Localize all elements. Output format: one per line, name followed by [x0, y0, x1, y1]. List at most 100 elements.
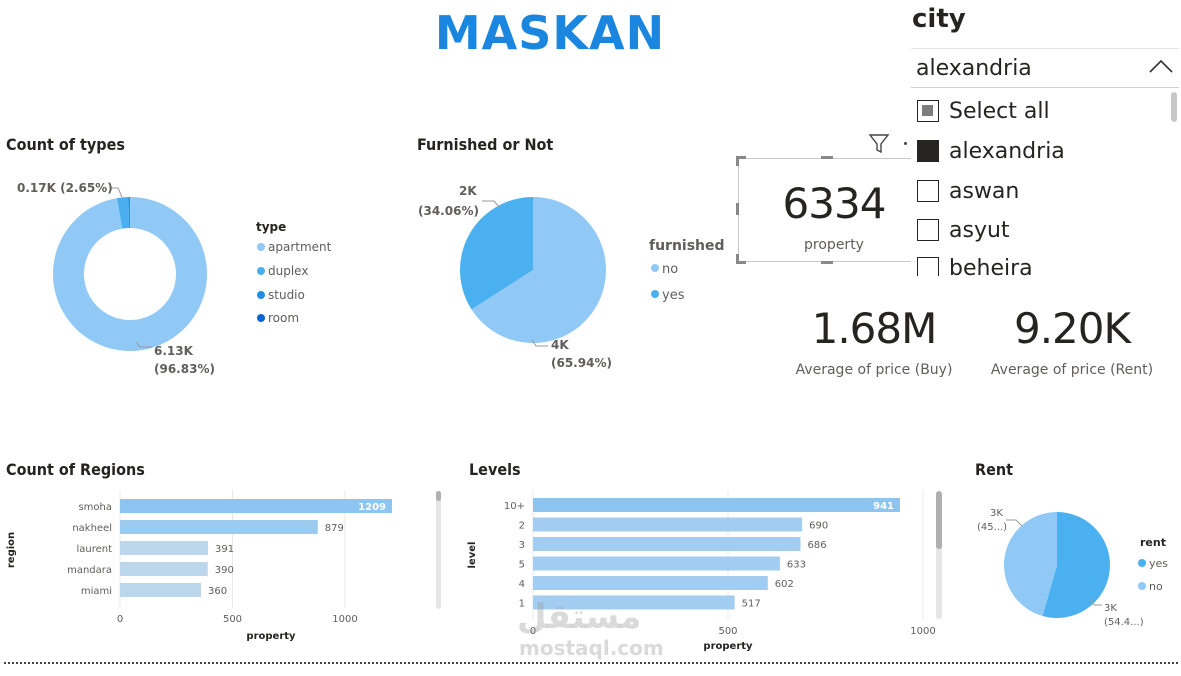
city-option-select-all[interactable]: Select all: [917, 93, 1050, 129]
levels-bar-5[interactable]: [533, 556, 780, 571]
more-options-icon[interactable]: [904, 142, 907, 145]
avg-price-buy-label: Average of price (Buy): [795, 362, 953, 378]
levels-value-label: 602: [775, 579, 794, 590]
furnished-label-no-value: 4K: [551, 338, 569, 352]
levels-value-label: 941: [873, 501, 894, 512]
levels-value-label: 690: [809, 521, 828, 532]
city-slicer-list[interactable]: Select all alexandria aswan asyut beheir…: [911, 90, 1181, 276]
checkbox-unchecked[interactable]: [917, 180, 939, 202]
legend-yes[interactable]: yes: [662, 288, 685, 303]
legend-rent-no[interactable]: no: [1149, 580, 1163, 593]
regions-category-label: miami: [81, 586, 112, 597]
city-option-beheira[interactable]: beheira: [917, 250, 1033, 276]
regions-value-label: 879: [325, 523, 344, 534]
regions-category-label: mandara: [67, 565, 112, 576]
types-slice-duplex[interactable]: [117, 197, 130, 229]
types-label-big-value: 6.13K: [154, 344, 194, 358]
legend-no[interactable]: no: [662, 262, 678, 277]
legend-dot-rent-no: [1138, 582, 1146, 590]
furnished-pie-chart[interactable]: 2K (34.06%) 4K (65.94%) furnished no yes: [410, 160, 730, 390]
checkbox-unchecked[interactable]: [917, 257, 939, 276]
city-option-alexandria[interactable]: alexandria: [917, 133, 1065, 169]
rent-pie-slices[interactable]: [1003, 512, 1110, 618]
legend-duplex[interactable]: duplex: [268, 264, 308, 278]
levels-value-label: 633: [787, 560, 806, 571]
levels-bar-10+[interactable]: [533, 498, 900, 512]
regions-scrollbar-track[interactable]: [436, 491, 441, 609]
city-option-label: alexandria: [949, 138, 1065, 164]
legend-apartment[interactable]: apartment: [268, 240, 332, 254]
levels-bars[interactable]: [533, 498, 900, 610]
legend-room[interactable]: room: [268, 311, 299, 325]
regions-value-label: 390: [215, 565, 234, 576]
types-donut-chart[interactable]: 0.17K (2.65%) 6.13K (96.83%) type apartm…: [0, 160, 390, 390]
city-option-label: asyut: [949, 217, 1010, 243]
types-slice-studio[interactable]: [128, 197, 130, 229]
levels-category-labels: 10+ 2 3 5 4 1: [504, 501, 525, 610]
levels-scrollbar-thumb[interactable]: [936, 491, 942, 549]
regions-value-label: 391: [215, 544, 234, 555]
types-label-big-percent: (96.83%): [154, 362, 215, 376]
regions-x-tick-label: 1000: [332, 614, 357, 625]
types-legend-title: type: [256, 220, 286, 234]
regions-category-label: laurent: [76, 544, 112, 555]
watermark-latin: mostaql.com: [519, 636, 664, 660]
filter-icon[interactable]: [866, 131, 894, 157]
levels-bar-3[interactable]: [533, 537, 801, 551]
regions-bar-nakheel[interactable]: [120, 520, 318, 534]
levels-value-label: 517: [742, 599, 761, 610]
regions-bars[interactable]: [120, 499, 393, 597]
property-card[interactable]: 6334 property: [736, 156, 914, 264]
regions-bar-miami[interactable]: [120, 583, 201, 597]
legend-dot-rent-yes: [1138, 559, 1146, 567]
furnished-pie-slices[interactable]: [460, 197, 606, 343]
checkbox-checked[interactable]: [917, 140, 939, 162]
legend-dot-room: [257, 314, 265, 322]
levels-category-label: 5: [519, 560, 525, 571]
city-dropdown-value: alexandria: [916, 56, 1032, 81]
regions-y-axis-title: region: [6, 532, 17, 568]
chevron-up-icon[interactable]: [1147, 57, 1175, 77]
furnished-chart-title: Furnished or Not: [417, 135, 554, 154]
rent-label-no-percent: (45...): [977, 522, 1007, 533]
levels-bar-2[interactable]: [533, 517, 803, 532]
checkbox-unchecked[interactable]: [917, 219, 939, 241]
rent-chart-title: Rent: [975, 460, 1013, 479]
legend-studio[interactable]: studio: [268, 288, 305, 302]
checkbox-partial[interactable]: [917, 100, 939, 122]
regions-bar-mandara[interactable]: [120, 562, 208, 576]
levels-bar-1[interactable]: [533, 595, 735, 610]
regions-bar-laurent[interactable]: [120, 541, 208, 555]
types-donut-slices[interactable]: [53, 197, 207, 351]
levels-x-axis-title: property: [703, 641, 753, 652]
levels-bar-4[interactable]: [533, 576, 768, 590]
regions-bar-smoha[interactable]: [120, 499, 393, 513]
city-option-asyut[interactable]: asyut: [917, 212, 1010, 248]
levels-category-label: 1: [519, 599, 525, 610]
levels-x-tick-label: 500: [718, 626, 737, 637]
furnished-slice-no[interactable]: [471, 197, 606, 343]
regions-x-tick-label: 500: [223, 614, 242, 625]
city-option-aswan[interactable]: aswan: [917, 173, 1019, 209]
rent-slice-yes[interactable]: [1042, 512, 1110, 618]
legend-rent-yes[interactable]: yes: [1149, 557, 1168, 570]
levels-y-axis-title: level: [467, 542, 478, 569]
regions-bar-chart[interactable]: smoha nakheel laurent mandara miami 1209 879 3…: [0, 488, 450, 648]
types-slice-apartment[interactable]: [53, 197, 207, 351]
property-count-value: 6334: [782, 179, 887, 228]
legend-dot-duplex: [257, 267, 265, 275]
furnished-slice-yes[interactable]: [460, 197, 533, 310]
regions-scrollbar-thumb[interactable]: [436, 491, 441, 501]
avg-price-buy-value: 1.68M: [811, 304, 938, 353]
city-dropdown[interactable]: alexandria: [911, 48, 1179, 88]
levels-chart-title: Levels: [469, 460, 521, 479]
levels-value-label: 686: [808, 540, 827, 551]
slicer-scrollbar[interactable]: [1171, 92, 1177, 122]
rent-slice-no[interactable]: [1003, 512, 1057, 616]
furnished-label-yes-percent: (34.06%): [418, 204, 479, 218]
city-option-label: beheira: [949, 255, 1033, 277]
watermark-arabic: مستقل: [517, 597, 642, 637]
regions-value-label: 1209: [358, 502, 386, 513]
rent-pie-chart[interactable]: 3K (45...) 3K (54.4...) rent yes no: [970, 478, 1180, 653]
